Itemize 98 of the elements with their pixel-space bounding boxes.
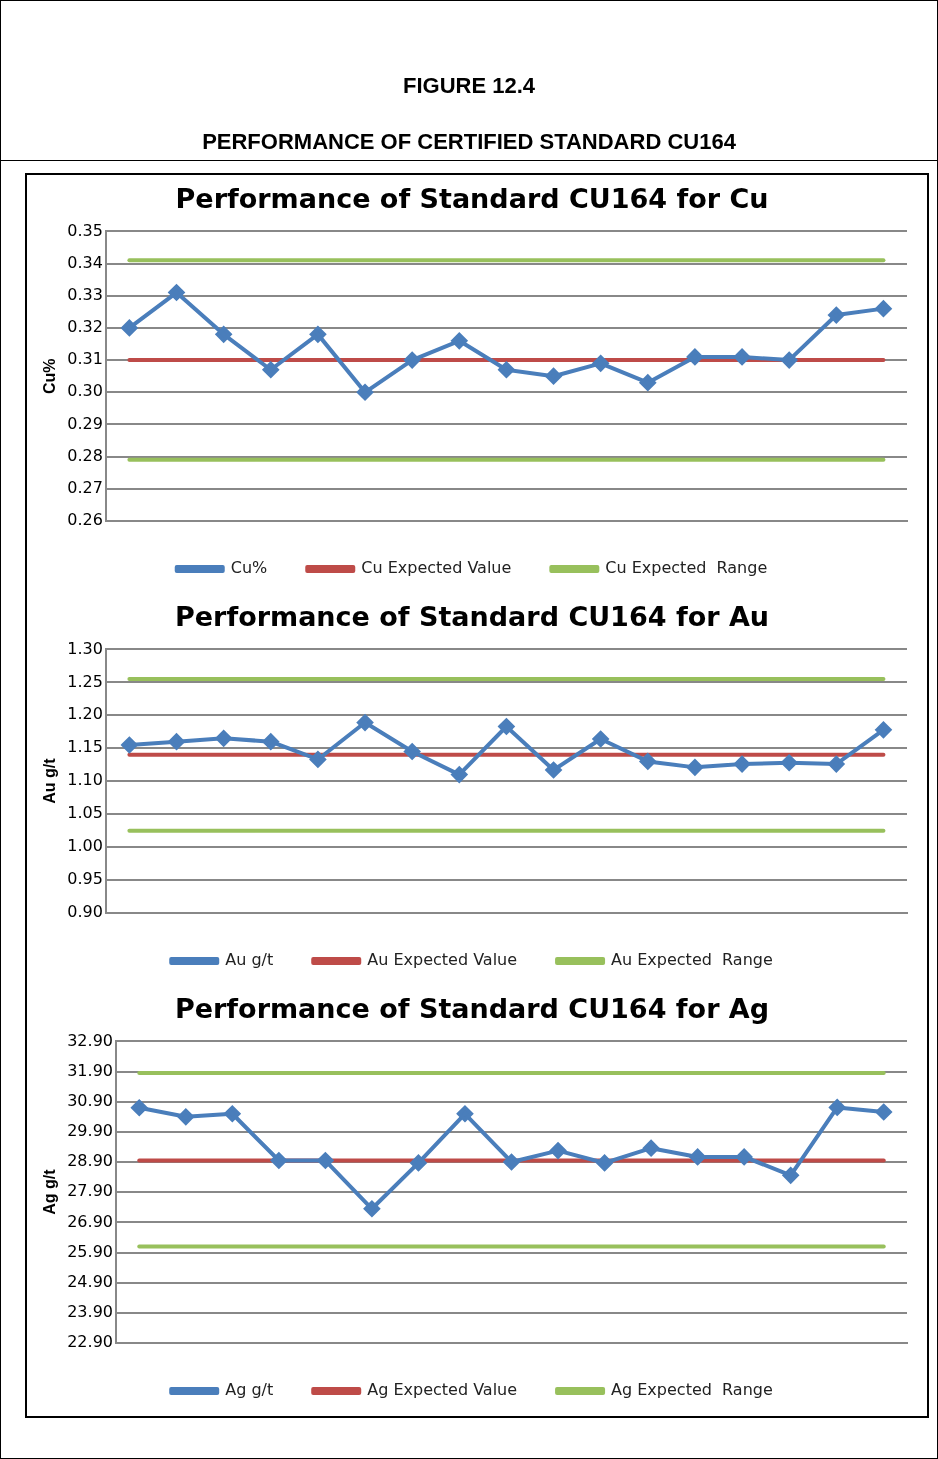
caption: FIGURE 12.4	[401, 73, 536, 100]
point	[270, 1152, 287, 1169]
point	[168, 733, 185, 750]
point	[404, 743, 421, 760]
point	[131, 1099, 148, 1116]
point	[689, 1148, 706, 1165]
legend-label: Cu%	[230, 558, 268, 578]
point	[410, 1154, 427, 1171]
point	[686, 348, 703, 365]
point	[317, 1152, 334, 1169]
y-tick-label: 24.90	[67, 1271, 113, 1291]
y-tick-label: 27.90	[67, 1181, 113, 1201]
point	[121, 736, 138, 753]
point	[734, 756, 751, 773]
point	[498, 718, 515, 735]
y-tick-label: 0.30	[67, 381, 103, 401]
point	[592, 355, 609, 372]
point	[451, 766, 468, 783]
y-tick-label: 0.35	[67, 220, 103, 240]
point	[828, 756, 845, 773]
y-tick-label: 1.05	[67, 803, 103, 823]
y-tick-label: 28.90	[67, 1151, 113, 1171]
point	[357, 384, 374, 401]
point	[498, 361, 515, 378]
point	[550, 1142, 567, 1159]
y-tick-label: 0.34	[67, 252, 103, 272]
y-tick-label: 0.28	[67, 445, 103, 465]
point	[875, 300, 892, 317]
point	[262, 733, 279, 750]
y-tick-label: 26.90	[67, 1211, 113, 1231]
y-tick-label: 0.90	[67, 902, 103, 922]
legend-label: Ag Expected Value	[367, 1380, 518, 1400]
point	[828, 307, 845, 324]
point	[215, 326, 232, 343]
point	[686, 759, 703, 776]
point	[262, 361, 279, 378]
point	[357, 714, 374, 731]
text: PERFORMANCE OF CERTIFIED STANDARD CU164	[201, 129, 737, 156]
point	[736, 1148, 753, 1165]
point	[639, 753, 656, 770]
point	[177, 1108, 194, 1125]
point	[309, 751, 326, 768]
y-tick-label: 31.90	[67, 1060, 113, 1080]
legend-label: Au Expected Range	[611, 950, 773, 970]
legend-label: Ag Expected Range	[611, 1380, 773, 1400]
point	[639, 374, 656, 391]
point	[456, 1105, 473, 1122]
y-tick-label: 1.15	[67, 737, 103, 757]
point	[168, 284, 185, 301]
y-tick-label: 25.90	[67, 1241, 113, 1261]
y-tick-label: 32.90	[67, 1030, 113, 1050]
point	[121, 319, 138, 336]
y-tick-label: 1.30	[67, 638, 103, 658]
y-tick-label: 0.26	[67, 510, 103, 530]
point	[875, 721, 892, 738]
y-tick-label: 1.00	[67, 836, 103, 856]
point	[503, 1154, 520, 1171]
y-axis-title: Au g/t	[41, 757, 59, 804]
chart-title: Performance of Standard CU164 for Au	[174, 601, 770, 633]
y-tick-label: 30.90	[67, 1090, 113, 1110]
point	[404, 352, 421, 369]
legend-label: Au Expected Value	[367, 950, 518, 970]
y-tick-label: 22.90	[67, 1332, 113, 1352]
y-tick-label: 1.10	[67, 770, 103, 790]
y-tick-label: 1.25	[67, 671, 103, 691]
y-tick-label: 0.95	[67, 869, 103, 889]
point	[734, 348, 751, 365]
point	[596, 1154, 613, 1171]
y-tick-label: 0.27	[67, 477, 103, 497]
legend-label: Au g/t	[225, 950, 274, 970]
chart-title: Performance of Standard CU164 for Ag	[174, 993, 770, 1025]
point	[781, 352, 798, 369]
legend-label: Cu Expected Value	[361, 558, 512, 578]
y-tick-label: 29.90	[67, 1121, 113, 1141]
y-tick-label: 0.33	[67, 284, 103, 304]
point	[829, 1099, 846, 1116]
point	[545, 368, 562, 385]
y-axis-title: Ag g/t	[41, 1168, 59, 1215]
point	[309, 326, 326, 343]
point	[592, 731, 609, 748]
point	[545, 762, 562, 778]
point	[781, 754, 798, 771]
y-tick-label: 0.32	[67, 317, 103, 337]
y-axis-title: Cu%	[41, 358, 59, 394]
point	[875, 1103, 892, 1120]
point	[451, 332, 468, 349]
legend-label: Cu Expected Range	[605, 558, 768, 578]
y-tick-label: 23.90	[67, 1302, 113, 1321]
y-tick-label: 1.20	[67, 704, 103, 724]
legend-label: Ag g/t	[225, 1380, 274, 1400]
y-tick-label: 0.31	[67, 349, 103, 369]
point	[363, 1200, 380, 1217]
point	[224, 1105, 241, 1122]
point	[643, 1140, 660, 1157]
point	[782, 1167, 799, 1184]
chart-title: Performance of Standard CU164 for Cu	[175, 183, 769, 215]
y-tick-label: 0.29	[67, 413, 103, 433]
point	[215, 730, 232, 747]
